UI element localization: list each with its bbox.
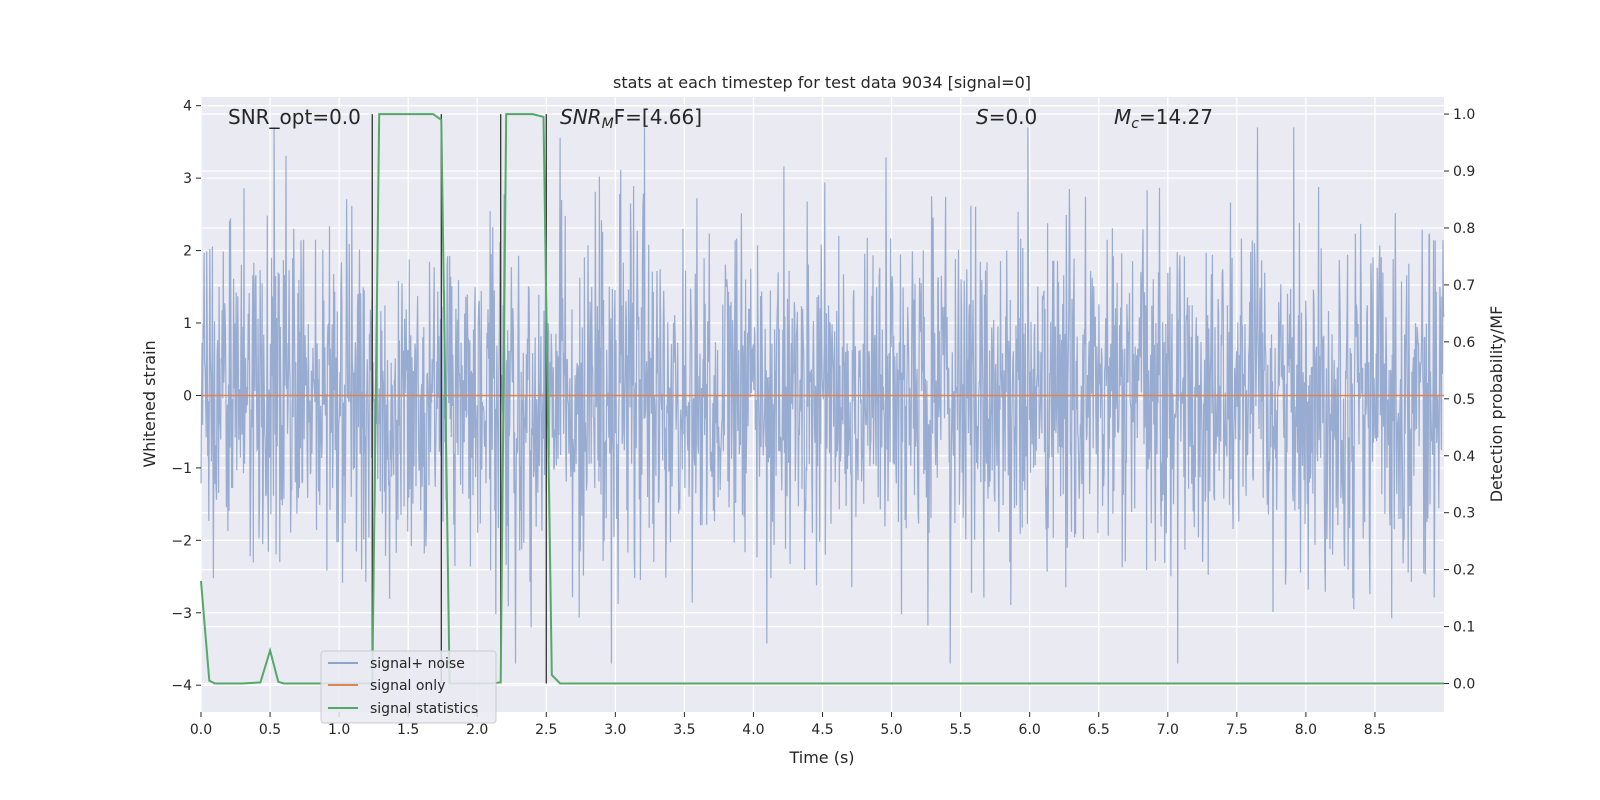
y2-axis-label: Detection probability/MF (1487, 306, 1506, 503)
legend-box (320, 650, 497, 724)
annotation-s-base: S (976, 105, 989, 129)
y2-tick-label: 0.3 (1453, 506, 1475, 522)
x-tick-label: 5.5 (949, 722, 971, 738)
y2-tick-label: 0.9 (1453, 164, 1475, 180)
y2-tick-label: 0.6 (1453, 335, 1475, 351)
y2-tick-label: 0.2 (1453, 563, 1475, 579)
x-tick-label: 1.5 (397, 722, 419, 738)
y-axis-label: Whitened strain (140, 340, 159, 467)
x-tick-label: 1.0 (328, 722, 350, 738)
x-tick-label: 6.0 (1019, 722, 1041, 738)
y2-tick-label: 0.8 (1453, 221, 1475, 237)
x-tick-label: 7.5 (1226, 722, 1248, 738)
y-tick-label: −3 (171, 606, 192, 622)
x-tick-label: 6.5 (1088, 722, 1110, 738)
x-tick-label: 0.5 (259, 722, 281, 738)
y-tick-label: −2 (171, 533, 192, 549)
annotation-snr-mf: SNRMF=[4.66] (560, 105, 702, 132)
annotation-mc-base: M (1114, 105, 1131, 129)
x-tick-label: 2.5 (535, 722, 557, 738)
y-tick-label: 4 (183, 99, 192, 115)
legend: signal+ noise signal only signal statist… (320, 650, 497, 724)
y-tick-label: 3 (183, 171, 192, 187)
annotation-snr-mf-base: SNR (560, 105, 602, 129)
y2-tick-label: 0.0 (1453, 677, 1475, 693)
x-tick-label: 3.5 (673, 722, 695, 738)
legend-entry-noise: signal+ noise (370, 656, 465, 672)
y-tick-label: 1 (183, 316, 192, 332)
y2-tick-label: 0.1 (1453, 620, 1475, 636)
annotation-mc-sub: c (1131, 116, 1139, 132)
annotation-mc: Mc=14.27 (1114, 105, 1213, 132)
x-tick-label: 4.5 (811, 722, 833, 738)
x-axis-label: Time (s) (788, 748, 854, 767)
x-tick-label: 5.0 (880, 722, 902, 738)
signal-statistics-line (200, 113, 1444, 685)
signal-noise-series (200, 127, 1445, 664)
grid (200, 97, 1444, 712)
chart-title: stats at each timestep for test data 903… (613, 73, 1031, 92)
annotation-snr-mf-sub: M (602, 116, 614, 132)
annotation-mc-rest: =14.27 (1139, 105, 1213, 129)
signal-statistics-series (200, 113, 1444, 685)
legend-entry-stats: signal statistics (370, 701, 478, 717)
y2-tick-label: 1.0 (1453, 107, 1475, 123)
legend-entry-signal: signal only (370, 678, 445, 694)
x-tick-label: 4.0 (742, 722, 764, 738)
x-tick-label: 0.0 (190, 722, 212, 738)
x-tick-label: 7.0 (1157, 722, 1179, 738)
annotation-snr-opt: SNR_opt=0.0 (228, 105, 361, 129)
y-tick-label: 2 (183, 244, 192, 260)
signal-noise-line (200, 127, 1445, 664)
y2-tick-label: 0.7 (1453, 278, 1475, 294)
y-tick-label: −1 (171, 461, 192, 477)
x-tick-label: 8.0 (1295, 722, 1317, 738)
y-tick-label: 0 (183, 388, 192, 404)
y2-tick-label: 0.5 (1453, 392, 1475, 408)
x-tick-label: 3.0 (604, 722, 626, 738)
y2-tick-label: 0.4 (1453, 449, 1475, 465)
x-tick-label: 8.5 (1364, 722, 1386, 738)
x-tick-label: 2.0 (466, 722, 488, 738)
annotation-s-rest: =0.0 (989, 105, 1038, 129)
y-axis-ticks: 4 3 2 1 0 −1 −2 −3 −4 (171, 99, 201, 694)
x-axis-ticks: 0.0 0.5 1.0 1.5 2.0 2.5 3.0 3.5 4.0 4.5 5.0 5.5 6.0 6… (190, 712, 1386, 738)
y-tick-label: −4 (171, 678, 192, 694)
annotation-snr-mf-rest: F=[4.66] (614, 105, 702, 129)
annotation-s: S=0.0 (976, 105, 1037, 129)
y2-axis-ticks: 1.0 0.9 0.8 0.7 0.6 0.5 0.4 0.3 0.2 0.1 0.0 (1444, 107, 1475, 693)
